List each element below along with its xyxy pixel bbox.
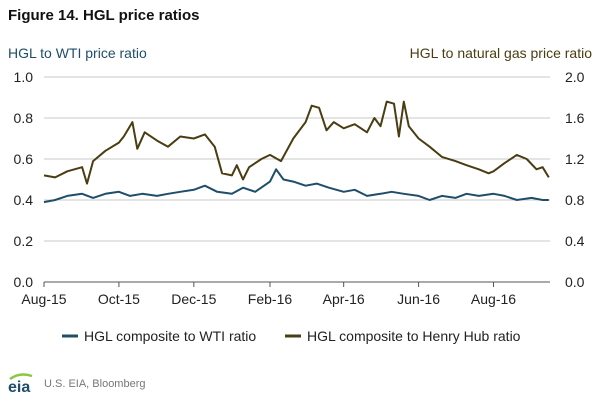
- legend-label: HGL composite to WTI ratio: [84, 328, 256, 344]
- y-right-tick-label: 0.4: [565, 233, 585, 249]
- svg-text:eia: eia: [8, 379, 30, 396]
- left-axis-title: HGL to WTI price ratio: [8, 45, 147, 61]
- y-right-tick-label: 0.8: [565, 192, 585, 208]
- y-left-tick-label: 0.4: [14, 192, 34, 208]
- x-tick-label: Oct-15: [98, 291, 140, 307]
- x-tick-label: Aug-16: [471, 291, 516, 307]
- figure-title: Figure 14. HGL price ratios: [8, 7, 200, 24]
- y-left-tick-label: 0.0: [14, 274, 34, 290]
- x-tick-label: Apr-16: [323, 291, 365, 307]
- right-axis-title: HGL to natural gas price ratio: [409, 45, 592, 61]
- y-left-tick-label: 1.0: [14, 69, 34, 85]
- y-left-tick-label: 0.2: [14, 233, 34, 249]
- y-right-tick-label: 2.0: [565, 69, 585, 85]
- y-right-tick-label: 1.6: [565, 110, 585, 126]
- wti-ratio-line: [43, 168, 549, 204]
- eia-logo: eia: [6, 370, 42, 401]
- gridlines: [44, 76, 550, 242]
- y-left-tick-label: 0.8: [14, 110, 34, 126]
- x-tick-label: Feb-16: [248, 291, 293, 307]
- legend-label: HGL composite to Henry Hub ratio: [307, 328, 521, 344]
- legend: HGL composite to WTI ratio HGL composite …: [62, 328, 521, 344]
- source-note: U.S. EIA, Bloomberg: [44, 378, 146, 390]
- henry-hub-ratio-line: [43, 100, 550, 185]
- y-right-tick-label: 1.2: [565, 151, 585, 167]
- y-right-tick-label: 0.0: [565, 274, 585, 290]
- x-tick-label: Aug-15: [21, 291, 66, 307]
- y-left-tick-label: 0.6: [14, 151, 34, 167]
- series-lines: [43, 100, 550, 204]
- x-tick-label: Jun-16: [397, 291, 440, 307]
- axes: 0.0 0.0 0.2 0.4 0.4 0.8 0.6 1.2 0.8 1.6 1.0 2.0 Aug-…: [14, 69, 585, 307]
- x-tick-label: Dec-15: [171, 291, 216, 307]
